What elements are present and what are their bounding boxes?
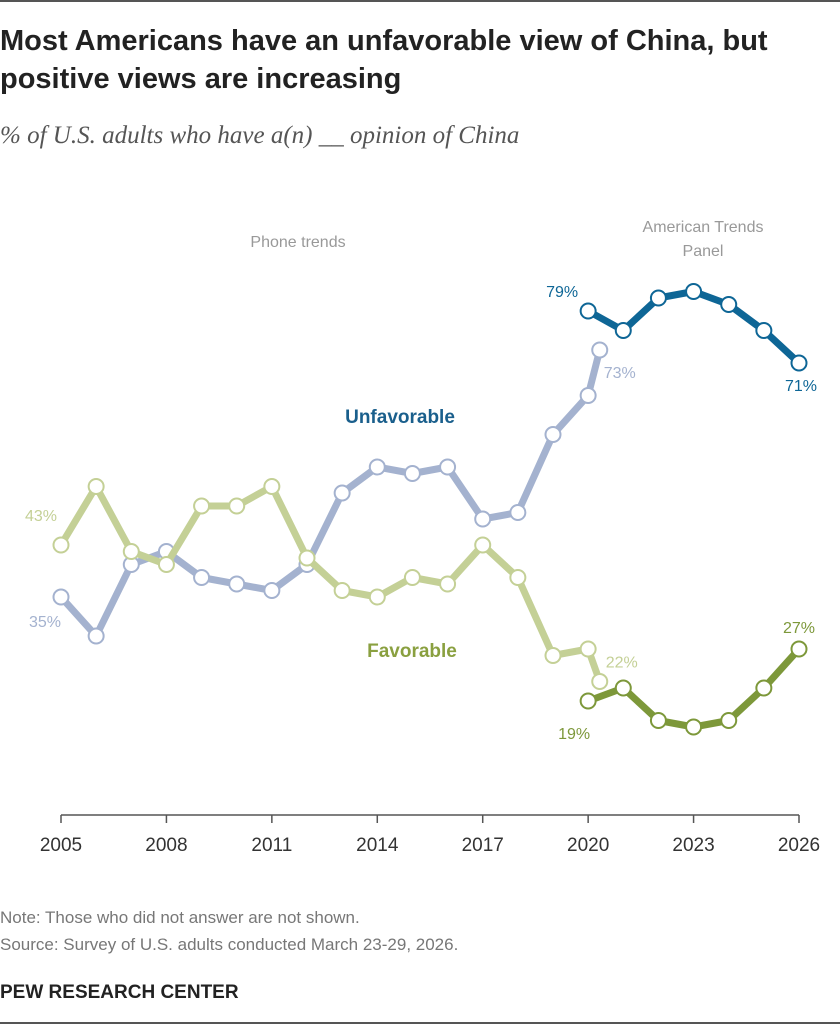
data-label: 19% (558, 726, 590, 743)
data-point (755, 322, 773, 339)
data-point (193, 497, 211, 515)
phone-trends-annotation: Phone trends (250, 234, 345, 251)
data-point (368, 588, 386, 606)
data-point (720, 712, 738, 729)
data-point (544, 647, 562, 664)
x-tick-label: 2017 (462, 835, 504, 856)
series-line (58, 349, 604, 640)
data-point (439, 575, 457, 593)
data-point (579, 302, 597, 320)
data-point (579, 387, 597, 404)
chart-notes: Note: Those who did not answer are not s… (0, 904, 458, 958)
data-point (193, 569, 211, 586)
data-point (591, 341, 609, 359)
x-tick-label: 2014 (356, 835, 399, 856)
data-point (87, 478, 105, 495)
data-label: 35% (29, 614, 61, 631)
data-point (368, 458, 386, 476)
bottom-rule (0, 1022, 840, 1024)
data-point (579, 640, 597, 658)
data-label: 22% (606, 655, 638, 672)
data-point (685, 718, 703, 736)
note-text: Note: Those who did not answer are not s… (0, 908, 360, 927)
chart-title: Most Americans have an unfavorable view … (0, 25, 768, 95)
data-point (755, 679, 773, 697)
brand-name: PEW RESEARCH CENTER (0, 982, 239, 1003)
x-tick-label: 2023 (672, 835, 714, 856)
source-text: Source: Survey of U.S. adults conducted … (0, 935, 459, 954)
data-point (685, 283, 703, 300)
data-point (579, 692, 597, 710)
data-point (649, 712, 667, 729)
data-point (52, 588, 70, 606)
atp-annotation-line2: Panel (683, 243, 724, 260)
x-tick-label: 2011 (251, 835, 292, 856)
data-point (228, 497, 246, 515)
data-point (474, 536, 492, 554)
data-point (403, 465, 421, 482)
data-label: 71% (785, 378, 817, 395)
data-point (298, 549, 316, 567)
data-label: 27% (783, 620, 815, 637)
data-point (52, 536, 70, 554)
data-point (263, 478, 281, 495)
data-point (333, 582, 351, 599)
data-point (509, 569, 527, 586)
data-point (122, 543, 140, 560)
chart-subtitle: % of U.S. adults who have a(n) __ opinio… (0, 122, 520, 149)
data-point (509, 504, 527, 521)
favorable-series-label: Favorable (367, 641, 457, 662)
data-label: 73% (604, 365, 636, 382)
x-tick-label: 2008 (145, 835, 187, 856)
data-point (720, 296, 738, 313)
data-point (439, 458, 457, 476)
data-point (263, 582, 281, 599)
data-point (157, 556, 175, 573)
data-point (403, 569, 421, 586)
data-point (790, 640, 808, 658)
top-rule (0, 0, 840, 2)
unfavorable-series-label: Unfavorable (345, 407, 455, 428)
data-point (591, 673, 609, 690)
data-label: 43% (25, 508, 57, 525)
atp-annotation-line1: American Trends (643, 219, 764, 236)
data-point (474, 510, 492, 528)
data-point (790, 354, 808, 372)
data-label: 79% (546, 284, 578, 301)
x-tick-label: 2005 (40, 835, 82, 856)
x-tick-label: 2020 (567, 835, 609, 856)
data-point (614, 679, 632, 697)
data-point (544, 426, 562, 443)
data-point (649, 289, 667, 307)
x-tick-label: 2026 (778, 835, 820, 856)
data-point (614, 322, 632, 339)
data-point (333, 484, 351, 502)
line-chart: 2005 2008 2011 2014 2017 2020 2023 2026 35% 73% 43… (25, 219, 820, 856)
data-point (228, 575, 246, 593)
data-point (87, 627, 105, 645)
